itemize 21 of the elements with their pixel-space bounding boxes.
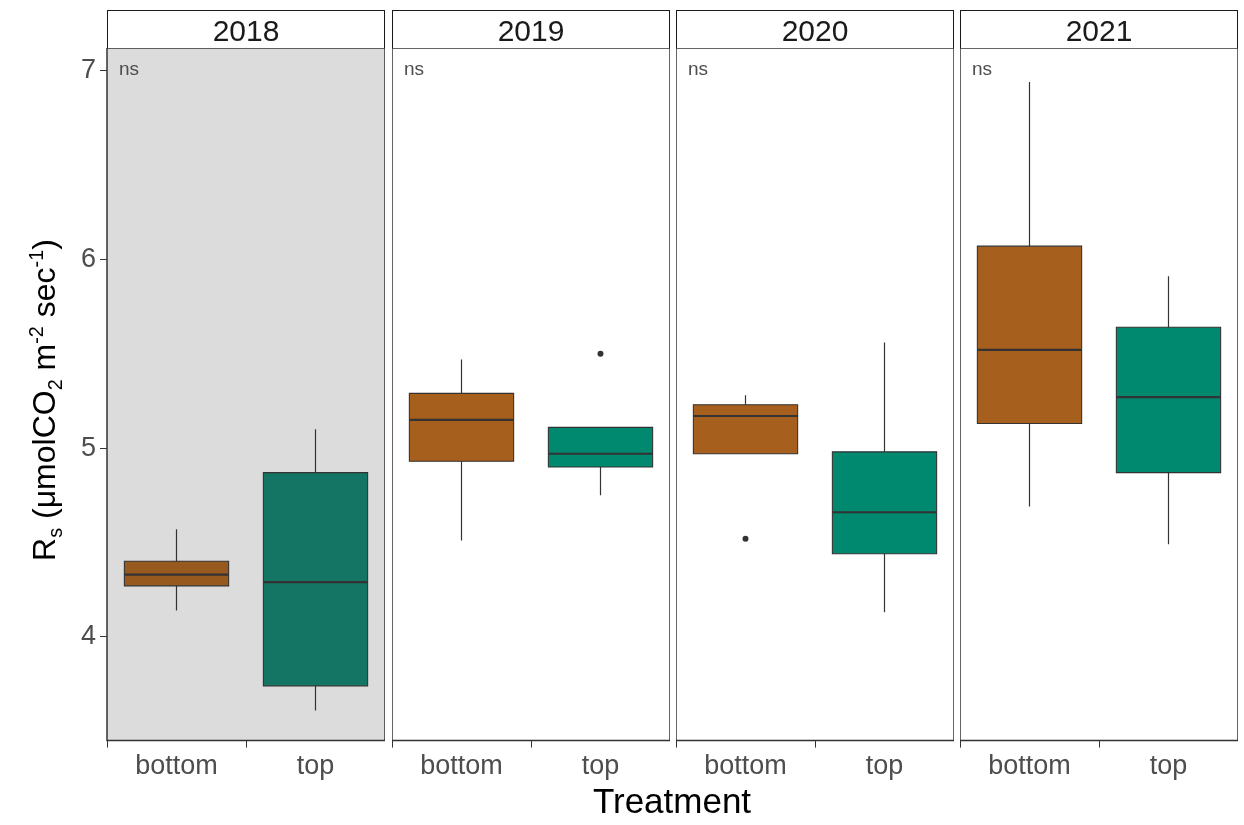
chart-title: 2019	[392, 10, 670, 48]
x-axis-title: Treatment	[592, 781, 752, 820]
annotation: ns	[972, 57, 993, 79]
y-tick-label: 7	[80, 54, 96, 85]
x-tick-label: bottom	[704, 750, 787, 781]
y-tick-label: 6	[80, 242, 96, 273]
x-tick-label: bottom	[420, 750, 503, 781]
annotation: ns	[119, 57, 140, 79]
chart-title: 2018	[107, 10, 385, 48]
y-tick-label: 4	[80, 620, 96, 651]
x-tick-label: top	[581, 750, 620, 781]
x-tick-label: top	[296, 750, 335, 781]
x-tick-label: top	[1149, 750, 1188, 781]
x-tick-label: bottom	[135, 750, 218, 781]
chart-title: 2021	[960, 10, 1238, 48]
x-tick-label: bottom	[988, 750, 1071, 781]
x-tick-label: top	[865, 750, 904, 781]
y-tick-label: 5	[80, 431, 96, 462]
annotation: ns	[688, 57, 709, 79]
annotation: ns	[404, 57, 425, 79]
chart-title: 2020	[676, 10, 954, 48]
